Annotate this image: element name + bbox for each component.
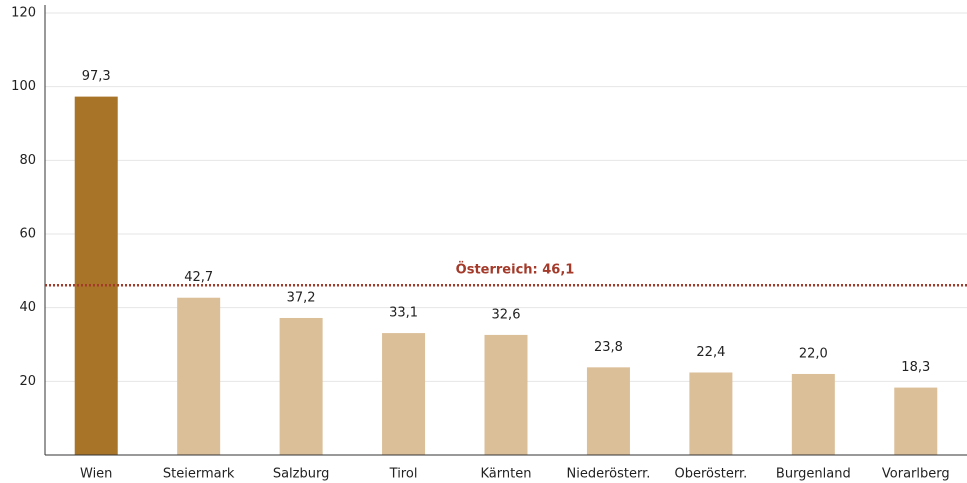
x-tick-label: Wien bbox=[80, 467, 112, 482]
value-label: 23,8 bbox=[594, 340, 623, 355]
x-tick-label: Niederösterr. bbox=[567, 467, 651, 482]
bar bbox=[791, 373, 835, 455]
x-tick-label: Oberösterr. bbox=[675, 467, 748, 482]
value-label: 22,0 bbox=[799, 346, 828, 361]
bar bbox=[382, 333, 426, 455]
value-label: 22,4 bbox=[696, 345, 725, 360]
bar bbox=[177, 297, 221, 455]
bar bbox=[279, 317, 323, 455]
bar bbox=[586, 367, 630, 455]
y-tick-label: 120 bbox=[11, 6, 36, 21]
reference-label: Österreich: 46,1 bbox=[456, 262, 575, 278]
y-tick-label: 40 bbox=[19, 300, 36, 315]
y-tick-label: 80 bbox=[19, 153, 36, 168]
value-label: 18,3 bbox=[901, 360, 930, 375]
bar bbox=[894, 387, 938, 455]
value-label: 42,7 bbox=[184, 270, 213, 285]
y-tick-label: 20 bbox=[19, 374, 36, 389]
y-tick-label: 100 bbox=[11, 79, 36, 94]
bar bbox=[74, 96, 118, 455]
x-tick-label: Vorarlberg bbox=[882, 467, 950, 482]
value-label: 33,1 bbox=[389, 306, 418, 321]
value-label: 97,3 bbox=[82, 69, 111, 84]
y-tick-label: 60 bbox=[19, 227, 36, 242]
bar bbox=[689, 372, 733, 455]
x-tick-label: Kärnten bbox=[481, 467, 532, 482]
x-tick-label: Steiermark bbox=[163, 467, 235, 482]
x-tick-label: Salzburg bbox=[273, 467, 330, 482]
x-tick-label: Burgenland bbox=[776, 467, 851, 482]
value-label: 37,2 bbox=[287, 290, 316, 305]
value-label: 32,6 bbox=[492, 307, 521, 322]
bar bbox=[484, 334, 528, 455]
x-tick-label: Tirol bbox=[389, 467, 418, 482]
